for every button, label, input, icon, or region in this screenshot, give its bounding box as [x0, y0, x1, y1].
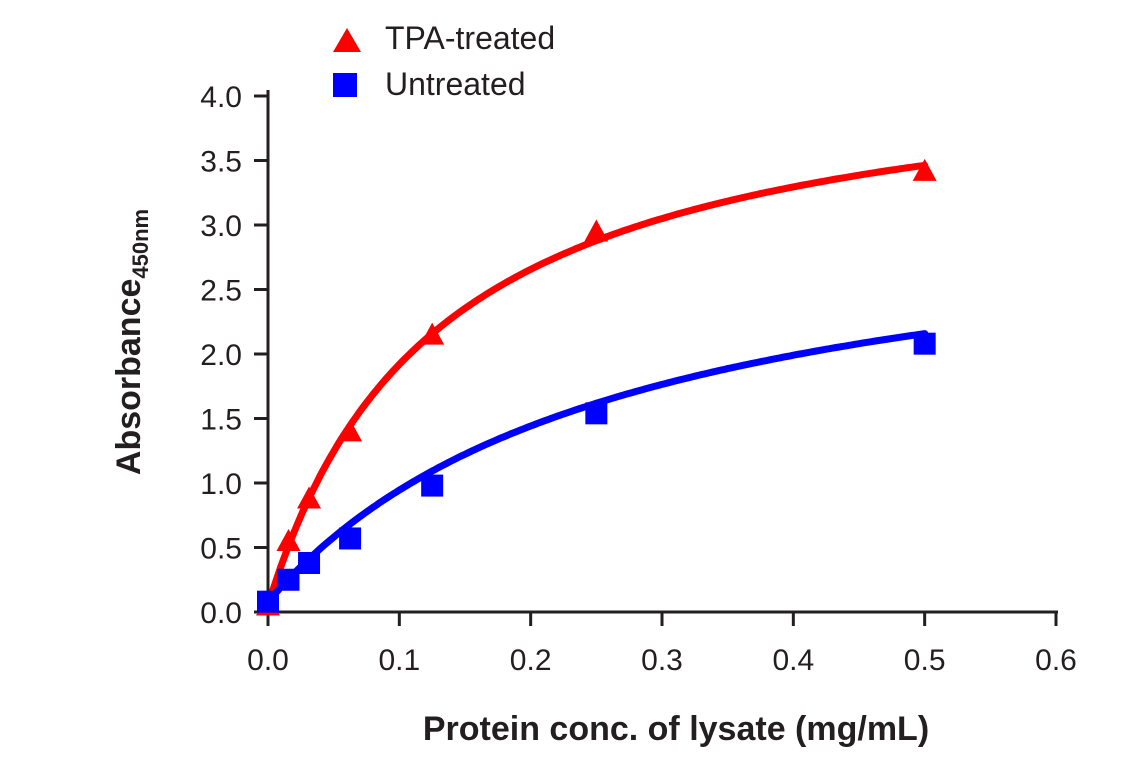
axes: 0.0 0.5 1.0 1.5 2.0 2.5 3.0 3.5 4.0 0.0 0.1 0.2 0.3 0… [200, 81, 1077, 677]
data-point-tpa-treated [912, 158, 937, 181]
x-tick-label: 0.0 [247, 644, 289, 677]
y-tick-label: 0.5 [200, 533, 242, 566]
y-tick-label: 3.5 [200, 146, 242, 179]
y-axis-label-subscript: 450nm [128, 209, 153, 279]
y-tick-label: 1.5 [200, 404, 242, 437]
y-tick-label: 1.0 [200, 468, 242, 501]
y-tick-label: 3.0 [200, 210, 242, 243]
legend-label-untreated: Untreated [385, 66, 526, 102]
data-point-untreated [585, 402, 608, 425]
data-point-tpa-treated [276, 529, 301, 552]
y-tick-label: 2.5 [200, 275, 242, 308]
fit-curve-untreated [264, 330, 929, 606]
x-tick-label: 0.1 [378, 644, 420, 677]
y-tick-label: 2.0 [200, 339, 242, 372]
x-tick-label: 0.2 [510, 644, 552, 677]
y-axis-label-main: Absorbance [110, 279, 148, 476]
x-tick-label: 0.3 [641, 644, 683, 677]
y-axis-label: Absorbance450nm [110, 209, 153, 475]
y-tick-label: 4.0 [200, 81, 242, 114]
legend-marker-tpa-treated [333, 28, 361, 52]
legend: TPA-treated Untreated [333, 20, 555, 102]
data-point-untreated [339, 527, 362, 550]
data-point-tpa-treated [420, 322, 445, 345]
x-tick-label: 0.4 [772, 644, 814, 677]
data-point-untreated [913, 332, 936, 355]
y-tick-label: 0.0 [200, 597, 242, 630]
legend-label-tpa-treated: TPA-treated [385, 20, 555, 56]
data-points [256, 158, 937, 616]
data-point-tpa-treated [338, 419, 363, 442]
data-point-untreated [298, 551, 321, 574]
data-point-untreated [277, 568, 300, 591]
x-tick-label: 0.5 [904, 644, 946, 677]
legend-marker-untreated [333, 73, 357, 97]
data-point-tpa-treated [584, 219, 609, 242]
x-tick-label: 0.6 [1035, 644, 1077, 677]
data-point-untreated [421, 474, 444, 497]
data-point-tpa-treated [297, 486, 322, 509]
data-point-untreated [257, 590, 279, 613]
x-axis-label: Protein conc. of lysate (mg/mL) [423, 710, 929, 748]
